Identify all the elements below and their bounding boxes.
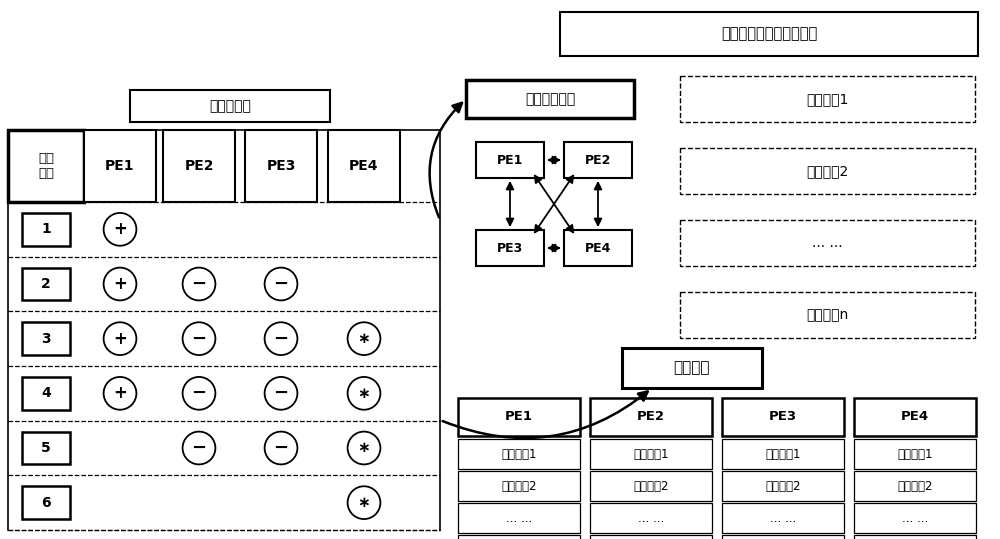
Text: 6: 6 <box>41 496 51 510</box>
Bar <box>564 142 632 178</box>
Bar <box>458 471 580 501</box>
Text: PE4: PE4 <box>901 411 929 424</box>
Bar <box>854 398 976 436</box>
Bar <box>590 535 712 539</box>
Bar <box>458 439 580 469</box>
Text: PE2: PE2 <box>184 159 214 173</box>
Text: PE2: PE2 <box>637 411 665 424</box>
Text: PE1: PE1 <box>105 159 135 173</box>
Bar <box>22 322 70 355</box>
Text: 机器周期2: 机器周期2 <box>633 480 669 493</box>
Bar <box>560 12 978 56</box>
Text: ... ...: ... ... <box>812 236 843 250</box>
Text: 阵列配置信息的组织结构: 阵列配置信息的组织结构 <box>721 26 817 42</box>
Text: 机器周期1: 机器周期1 <box>633 447 669 460</box>
Bar <box>622 348 762 388</box>
Text: ... ...: ... ... <box>770 512 796 524</box>
Bar <box>680 220 975 266</box>
Text: ... ...: ... ... <box>902 512 928 524</box>
Text: 机器
周期: 机器 周期 <box>38 152 54 180</box>
Text: 3: 3 <box>41 331 51 345</box>
Text: ∗: ∗ <box>358 331 370 346</box>
Text: +: + <box>113 220 127 238</box>
Bar <box>722 398 844 436</box>
Bar <box>854 503 976 533</box>
Bar <box>680 76 975 122</box>
Bar <box>22 486 70 519</box>
Text: 机器周期1: 机器周期1 <box>765 447 801 460</box>
Bar <box>722 535 844 539</box>
Text: −: − <box>191 330 207 348</box>
Text: −: − <box>273 275 289 293</box>
Text: ∗: ∗ <box>358 495 370 510</box>
Text: 机器周期1: 机器周期1 <box>897 447 933 460</box>
Text: 机器周期n: 机器周期n <box>806 308 849 322</box>
Bar <box>722 503 844 533</box>
Bar <box>476 142 544 178</box>
Text: −: − <box>273 384 289 402</box>
Text: PE3: PE3 <box>769 411 797 424</box>
Bar <box>722 439 844 469</box>
Bar <box>590 439 712 469</box>
Text: PE1: PE1 <box>505 411 533 424</box>
Text: 处理单元: 处理单元 <box>674 361 710 376</box>
Bar <box>328 130 400 202</box>
Text: +: + <box>113 330 127 348</box>
Bar <box>590 471 712 501</box>
Text: 机器周期1: 机器周期1 <box>806 92 849 106</box>
Bar <box>22 377 70 410</box>
Text: −: − <box>191 384 207 402</box>
Text: −: − <box>273 330 289 348</box>
Bar <box>458 398 580 436</box>
Text: PE3: PE3 <box>266 159 296 173</box>
Bar <box>854 439 976 469</box>
Bar <box>84 130 156 202</box>
Bar <box>130 90 330 122</box>
Text: ... ...: ... ... <box>638 512 664 524</box>
Bar <box>458 535 580 539</box>
Text: 机器周期1: 机器周期1 <box>501 447 537 460</box>
Text: 机器周期2: 机器周期2 <box>501 480 537 493</box>
Text: 2: 2 <box>41 277 51 291</box>
Text: ∗: ∗ <box>358 440 370 455</box>
Text: −: − <box>191 439 207 457</box>
Bar <box>476 230 544 266</box>
Text: PE2: PE2 <box>585 154 611 167</box>
Text: 机器周期2: 机器周期2 <box>806 164 849 178</box>
Text: PE3: PE3 <box>497 241 523 254</box>
Text: 1: 1 <box>41 222 51 236</box>
Bar <box>466 80 634 118</box>
Text: 处理单元阵列: 处理单元阵列 <box>525 92 575 106</box>
Text: −: − <box>273 439 289 457</box>
Bar <box>722 471 844 501</box>
Text: +: + <box>113 275 127 293</box>
Bar <box>680 292 975 338</box>
Text: −: − <box>191 275 207 293</box>
Bar <box>245 130 317 202</box>
Text: ... ...: ... ... <box>506 512 532 524</box>
Bar <box>590 503 712 533</box>
Text: PE4: PE4 <box>349 159 379 173</box>
Bar <box>22 213 70 246</box>
Text: PE4: PE4 <box>585 241 611 254</box>
Bar <box>854 471 976 501</box>
Text: 模调度算法: 模调度算法 <box>209 99 251 113</box>
Text: 机器周期2: 机器周期2 <box>897 480 933 493</box>
Bar <box>564 230 632 266</box>
Text: 5: 5 <box>41 441 51 455</box>
Text: PE1: PE1 <box>497 154 523 167</box>
Bar <box>854 535 976 539</box>
Bar <box>590 398 712 436</box>
Text: ∗: ∗ <box>358 386 370 401</box>
Bar <box>458 503 580 533</box>
Text: 4: 4 <box>41 386 51 400</box>
Bar <box>163 130 235 202</box>
Text: 机器周期2: 机器周期2 <box>765 480 801 493</box>
Bar <box>680 148 975 194</box>
Bar <box>22 267 70 300</box>
Bar <box>22 432 70 465</box>
Bar <box>8 130 84 202</box>
Text: +: + <box>113 384 127 402</box>
